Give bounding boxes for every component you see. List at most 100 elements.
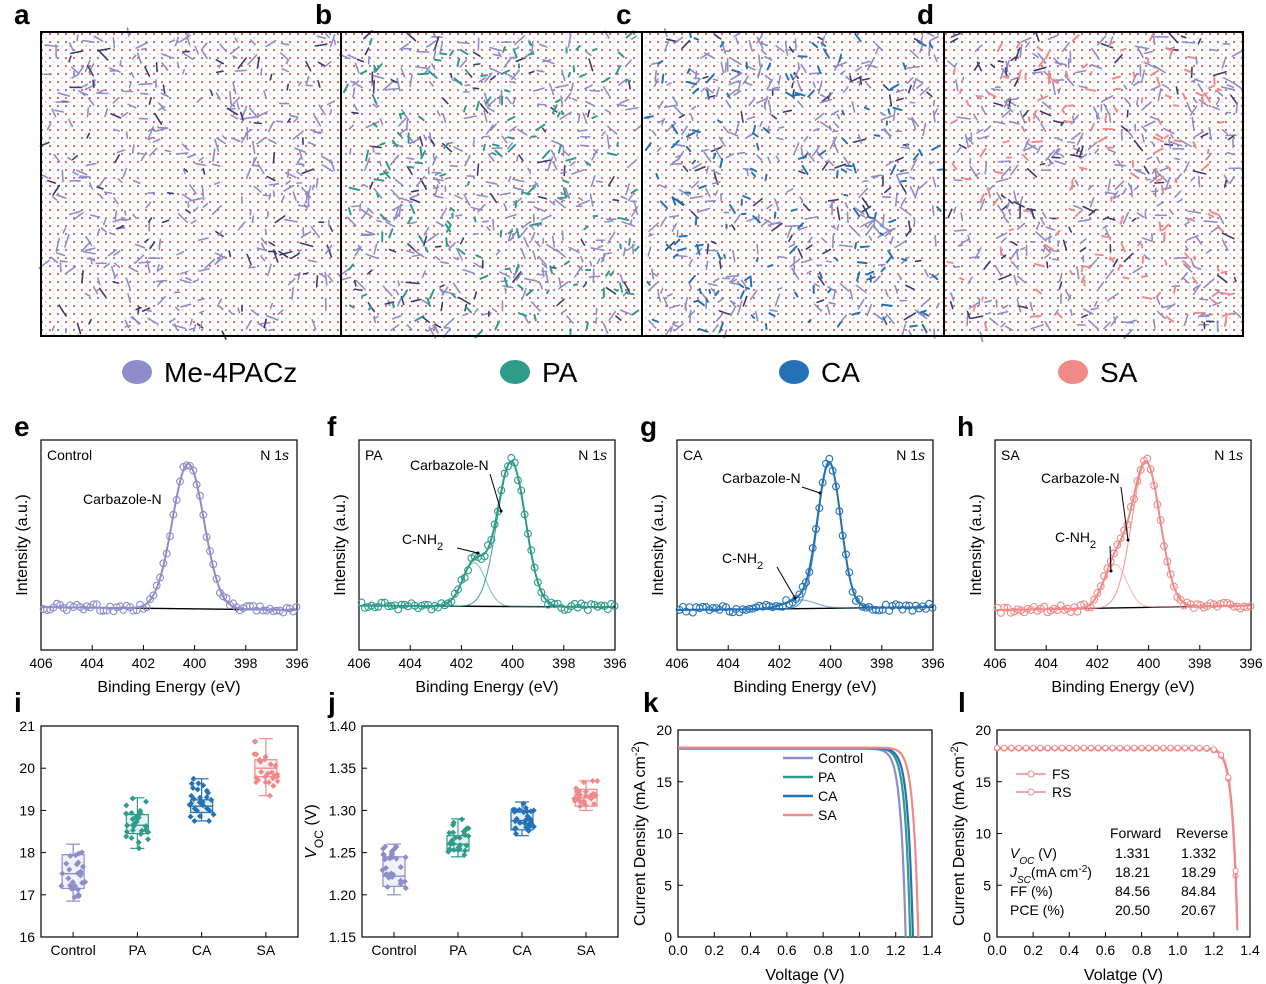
additive-bond	[407, 165, 415, 169]
me4pacz-bond	[901, 323, 907, 337]
me4pacz-bond	[957, 244, 964, 247]
me4pacz-bond	[439, 207, 448, 220]
me4pacz-bond	[588, 275, 601, 278]
me4pacz-bond	[98, 193, 104, 200]
data-point	[1243, 603, 1252, 611]
additive-bond	[567, 71, 571, 78]
me4pacz-bond	[702, 75, 709, 80]
me4pacz-bond	[509, 125, 517, 132]
y-tick-label: 10	[975, 826, 991, 842]
me4pacz-bond	[54, 109, 65, 113]
data-point	[129, 827, 136, 834]
me4pacz-bond	[1176, 198, 1183, 203]
additive-bond	[551, 104, 558, 114]
me4pacz-bond	[666, 38, 678, 43]
me4pacz-bond	[909, 101, 916, 104]
me4pacz-bond	[866, 57, 875, 71]
me4pacz-bond	[351, 111, 359, 115]
data-marker	[1225, 774, 1232, 781]
me4pacz-bond	[985, 311, 992, 316]
data-point	[381, 856, 388, 863]
panel-letter-l: l	[958, 687, 966, 718]
me4pacz-bond	[192, 278, 200, 283]
additive-bond	[361, 293, 368, 298]
me4pacz-bond	[67, 118, 74, 128]
data-marker	[993, 744, 1001, 751]
additive-bond	[554, 98, 561, 104]
me4pacz-bond	[98, 50, 109, 61]
me4pacz-bond	[1186, 210, 1202, 214]
me4pacz-bond	[899, 206, 912, 216]
additive-bond	[1027, 116, 1031, 123]
additive-bond	[1140, 243, 1144, 249]
me4pacz-bond	[155, 279, 168, 283]
me4pacz-bond	[108, 67, 121, 73]
data-point	[274, 778, 281, 785]
sample-tag: CA	[683, 447, 703, 463]
me4pacz-bond	[953, 206, 957, 214]
me4pacz-bond	[859, 214, 866, 218]
x-tick-label: 398	[552, 655, 576, 671]
additive-bond	[453, 77, 463, 86]
additive-bond	[750, 167, 758, 173]
me4pacz-bond	[1134, 185, 1139, 191]
me4pacz-bond	[131, 144, 135, 155]
data-point	[123, 833, 130, 840]
boxplot-row: 161718192021PCE (%)ControlPACASA1.151.20…	[19, 718, 619, 958]
data-point	[450, 829, 457, 836]
additive-bond	[916, 40, 927, 47]
me4pacz-bond	[681, 125, 688, 136]
me4pacz-bond	[246, 253, 252, 266]
me4pacz-bond	[434, 255, 441, 261]
md-panel-c	[641, 28, 945, 339]
me4pacz-bond	[745, 82, 753, 86]
data-point	[582, 792, 589, 799]
additive-bond	[993, 170, 1004, 175]
me4pacz-bond	[138, 82, 153, 86]
me4pacz-bond	[1191, 116, 1195, 131]
me4pacz-bond	[81, 269, 84, 284]
additive-bond	[873, 134, 881, 137]
me4pacz-bond	[956, 145, 963, 154]
additive-bond	[890, 83, 900, 90]
me4pacz-bond	[671, 223, 677, 233]
me4pacz-bond	[84, 292, 91, 297]
me4pacz-bond	[256, 247, 268, 252]
me4pacz-bond	[432, 178, 445, 182]
additive-bond	[491, 151, 497, 156]
me4pacz-bond	[76, 322, 82, 335]
me4pacz-bond	[46, 122, 52, 131]
additive-bond	[923, 312, 930, 317]
me4pacz-bond	[176, 61, 180, 69]
arrow-head	[818, 491, 822, 495]
me4pacz-bond	[147, 126, 155, 140]
additive-bond	[575, 44, 581, 51]
me4pacz-bond	[1073, 204, 1082, 210]
additive-bond	[494, 320, 501, 331]
additive-bond	[528, 41, 533, 46]
me4pacz-bond	[478, 77, 486, 83]
additive-bond	[507, 115, 516, 122]
additive-bond	[606, 152, 618, 157]
additive-bond	[1209, 210, 1220, 216]
additive-bond	[1051, 78, 1059, 85]
me4pacz-bond	[1126, 109, 1129, 118]
additive-bond	[651, 318, 659, 323]
me4pacz-bond	[379, 160, 382, 167]
me4pacz-bond	[263, 90, 267, 99]
me4pacz-bond	[116, 149, 126, 154]
additive-bond	[1071, 34, 1080, 42]
me4pacz-bond	[832, 139, 839, 154]
data-point	[592, 792, 599, 799]
me4pacz-bond	[396, 296, 403, 307]
y-axis-title: Intensity (a.u.)	[650, 494, 667, 595]
me4pacz-bond	[265, 39, 277, 48]
me4pacz-bond	[551, 139, 563, 146]
me4pacz-bond	[529, 224, 535, 230]
additive-bond	[1184, 68, 1192, 74]
x-tick-label: Control	[371, 942, 416, 958]
molecule-cloud	[38, 27, 337, 340]
me4pacz-bond	[454, 194, 463, 200]
additive-bond	[503, 89, 511, 93]
